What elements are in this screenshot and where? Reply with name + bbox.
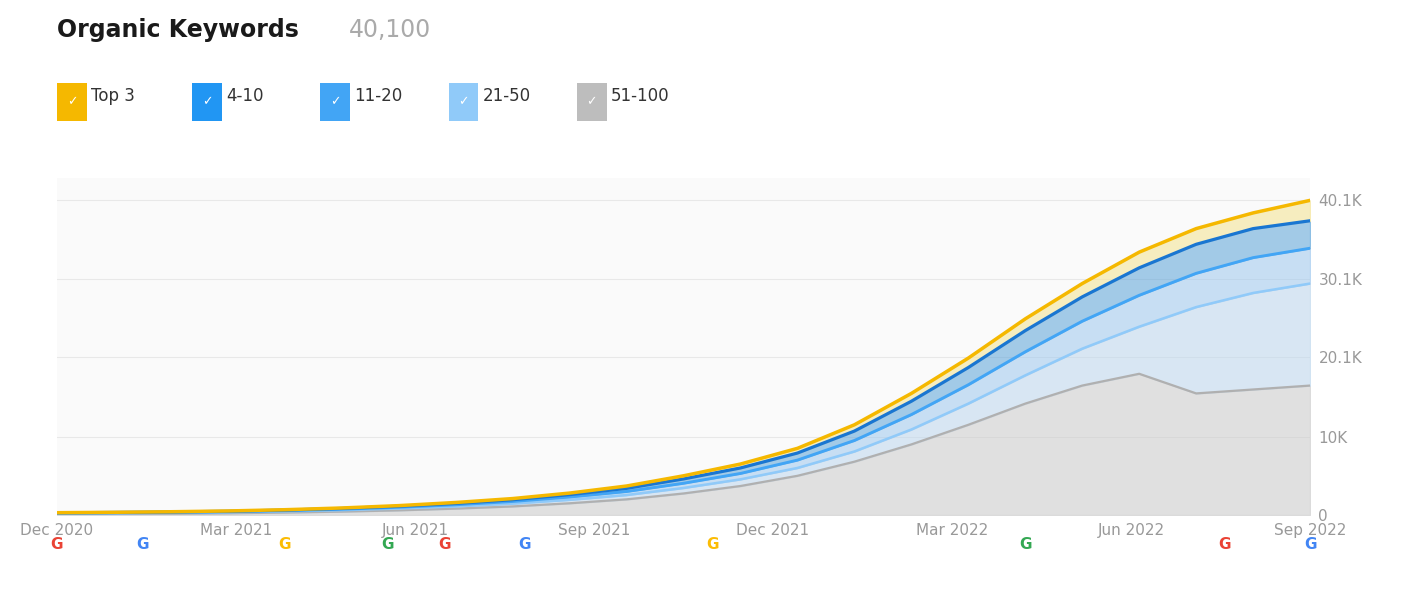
Text: ✓: ✓ xyxy=(330,95,340,108)
Text: ✓: ✓ xyxy=(587,95,597,108)
FancyBboxPatch shape xyxy=(575,81,608,123)
FancyBboxPatch shape xyxy=(191,81,224,123)
Text: 11-20: 11-20 xyxy=(355,88,403,105)
Text: ✓: ✓ xyxy=(67,95,77,108)
Text: G: G xyxy=(382,537,393,552)
Text: G: G xyxy=(1219,537,1230,552)
FancyBboxPatch shape xyxy=(319,81,352,123)
Text: G: G xyxy=(518,537,530,552)
Text: G: G xyxy=(1304,537,1316,552)
FancyBboxPatch shape xyxy=(447,81,480,123)
Text: G: G xyxy=(1020,537,1031,552)
Text: 4-10: 4-10 xyxy=(226,88,263,105)
Text: Organic Keywords: Organic Keywords xyxy=(57,18,299,42)
Text: 21-50: 21-50 xyxy=(483,88,531,105)
Text: G: G xyxy=(137,537,148,552)
Text: Top 3: Top 3 xyxy=(91,88,135,105)
Text: G: G xyxy=(706,537,718,552)
Text: 40,100: 40,100 xyxy=(349,18,431,42)
Text: ✓: ✓ xyxy=(459,95,468,108)
Text: G: G xyxy=(51,537,63,552)
Text: 51-100: 51-100 xyxy=(611,88,669,105)
FancyBboxPatch shape xyxy=(56,81,88,123)
Text: G: G xyxy=(279,537,290,552)
Text: ✓: ✓ xyxy=(202,95,212,108)
Text: G: G xyxy=(439,537,450,552)
